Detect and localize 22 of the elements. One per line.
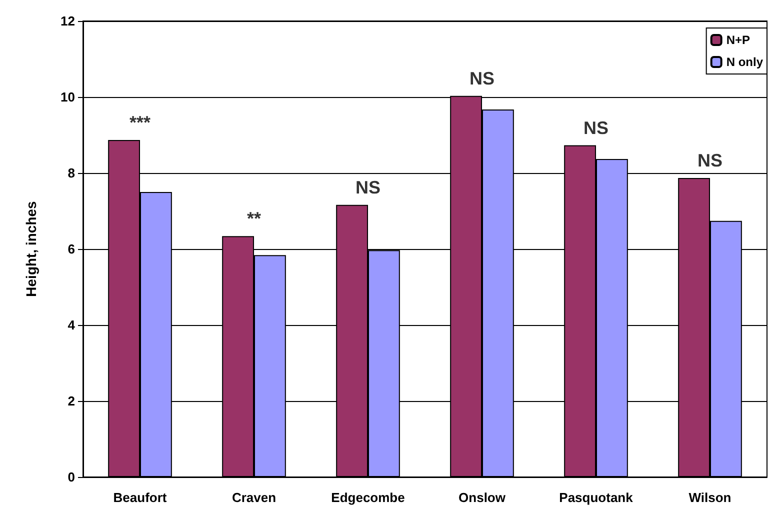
x-tick-label: Pasquotank [559,490,634,505]
x-tick-label: Beaufort [113,490,168,505]
y-tick-label: 12 [60,14,75,28]
annotation: NS [469,68,495,88]
annotation: NS [583,118,609,138]
y-tick-label: 10 [60,90,75,104]
y-tick-label: 4 [68,318,76,332]
annotation: ** [246,208,262,229]
legend-label: N only [726,55,764,69]
x-tick-label: Onslow [458,490,506,505]
y-axis-title: Height, inches [23,200,39,297]
legend-label: N+P [726,33,750,47]
y-tick-label: 8 [68,166,75,180]
annotation: *** [129,112,151,132]
x-tick-label: Edgecombe [331,490,405,505]
annotation: NS [355,177,381,198]
x-tick-label: Wilson [688,490,732,505]
y-tick-label: 2 [68,394,75,408]
y-tick-label: 6 [68,242,75,256]
y-tick-label: 0 [68,470,75,484]
annotation: NS [697,150,723,170]
x-tick-label: Craven [232,490,276,505]
